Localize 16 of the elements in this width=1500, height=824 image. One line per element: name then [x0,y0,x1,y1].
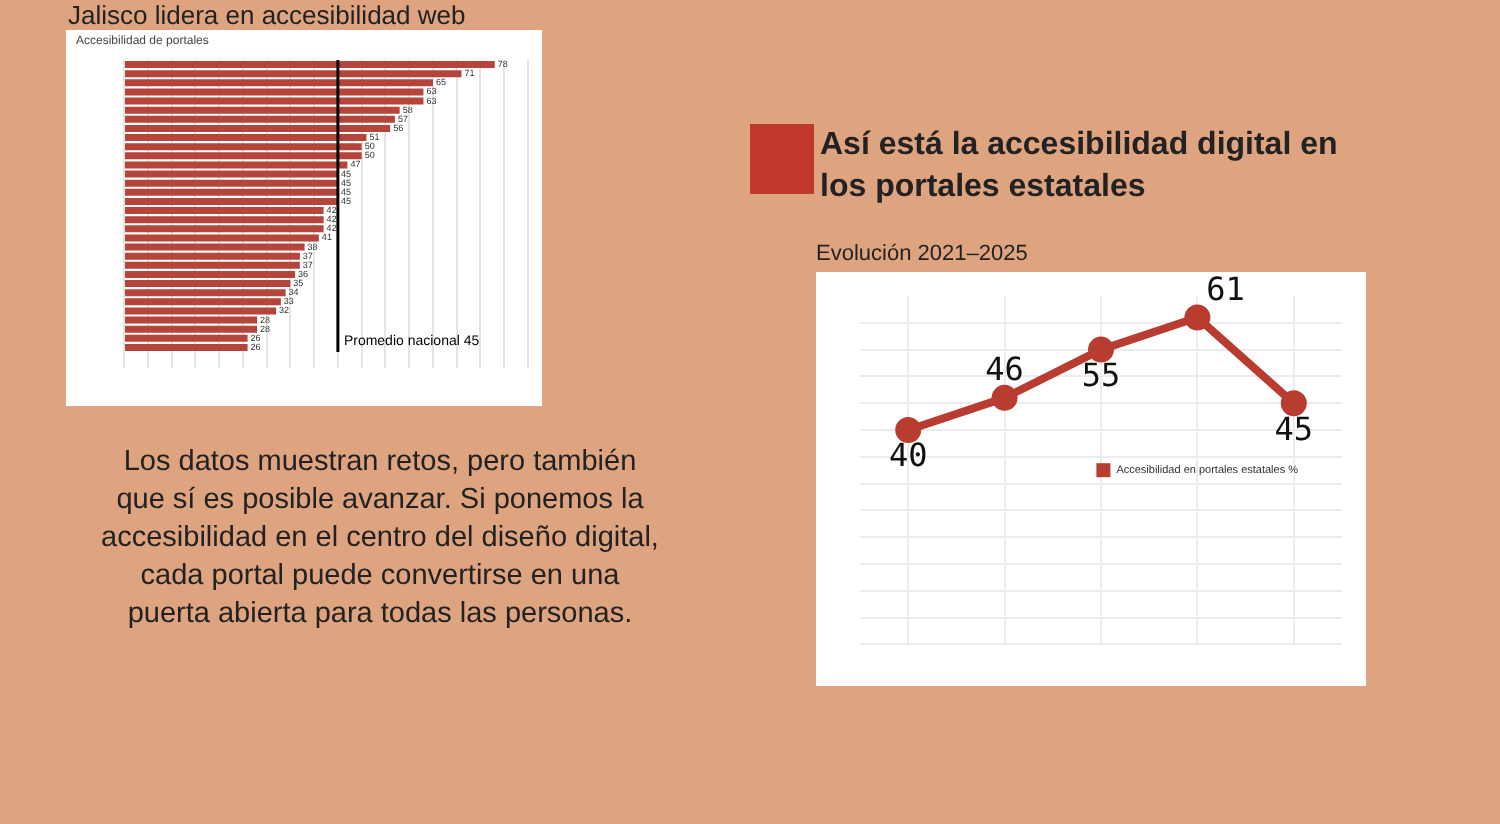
chart-title: Así está la accesibilidad digital en los portales estatales [820,126,1340,208]
point [895,417,922,443]
text: Los datos muestran retos, pero también que sí es posible avanzar. Si ponemos la accesibilidad en el centro del diseño digital, cada portal puede convertirse en una puerta abierta para todas las personas. [100,444,660,634]
data-label: 61 [1206,269,1245,308]
point [1088,336,1114,363]
chart-title: Jalisco lidera en accesibilidad web [68,0,466,30]
data-label: 46 [985,350,1024,389]
bar [125,343,248,351]
chart-subtitle: Evolución 2021–2025 [816,242,1028,266]
data-label: 55 [1081,355,1121,394]
data-label: 40 [888,436,928,475]
point [991,384,1018,411]
bar [125,61,495,69]
point [1280,390,1307,417]
point [1184,304,1211,331]
data-label: 45 [1274,409,1314,448]
